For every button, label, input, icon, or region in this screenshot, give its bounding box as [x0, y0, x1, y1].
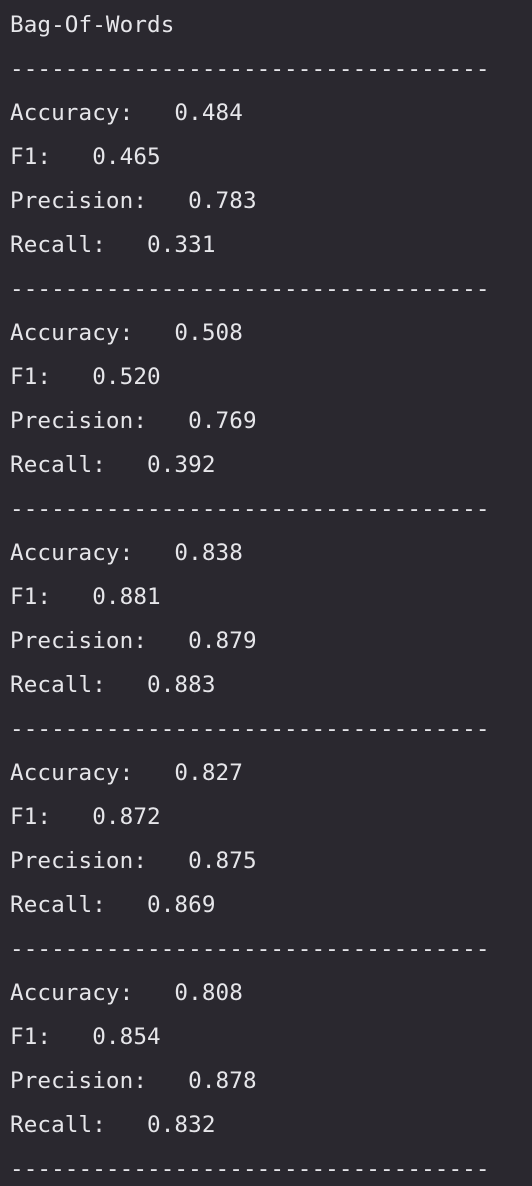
accuracy-line: Accuracy: 0.827 [10, 760, 243, 786]
recall-line: Recall: 0.883 [10, 672, 216, 698]
separator-line: ----------------------------------- [10, 276, 490, 302]
f1-line: F1: 0.465 [10, 144, 161, 170]
f1-line: F1: 0.881 [10, 584, 161, 610]
precision-line: Precision: 0.769 [10, 408, 257, 434]
accuracy-line: Accuracy: 0.838 [10, 540, 243, 566]
accuracy-line: Accuracy: 0.808 [10, 980, 243, 1006]
precision-line: Precision: 0.875 [10, 848, 257, 874]
separator-line: ----------------------------------- [10, 56, 490, 82]
separator-line: ----------------------------------- [10, 1156, 490, 1182]
recall-line: Recall: 0.832 [10, 1112, 216, 1138]
separator-line: ----------------------------------- [10, 936, 490, 962]
accuracy-line: Accuracy: 0.484 [10, 100, 243, 126]
f1-line: F1: 0.872 [10, 804, 161, 830]
precision-line: Precision: 0.783 [10, 188, 257, 214]
precision-line: Precision: 0.879 [10, 628, 257, 654]
accuracy-line: Accuracy: 0.508 [10, 320, 243, 346]
recall-line: Recall: 0.392 [10, 452, 216, 478]
recall-line: Recall: 0.869 [10, 892, 216, 918]
f1-line: F1: 0.520 [10, 364, 161, 390]
f1-line: F1: 0.854 [10, 1024, 161, 1050]
output-title: Bag-Of-Words [10, 12, 175, 38]
precision-line: Precision: 0.878 [10, 1068, 257, 1094]
separator-line: ----------------------------------- [10, 716, 490, 742]
recall-line: Recall: 0.331 [10, 232, 216, 258]
separator-line: ----------------------------------- [10, 496, 490, 522]
